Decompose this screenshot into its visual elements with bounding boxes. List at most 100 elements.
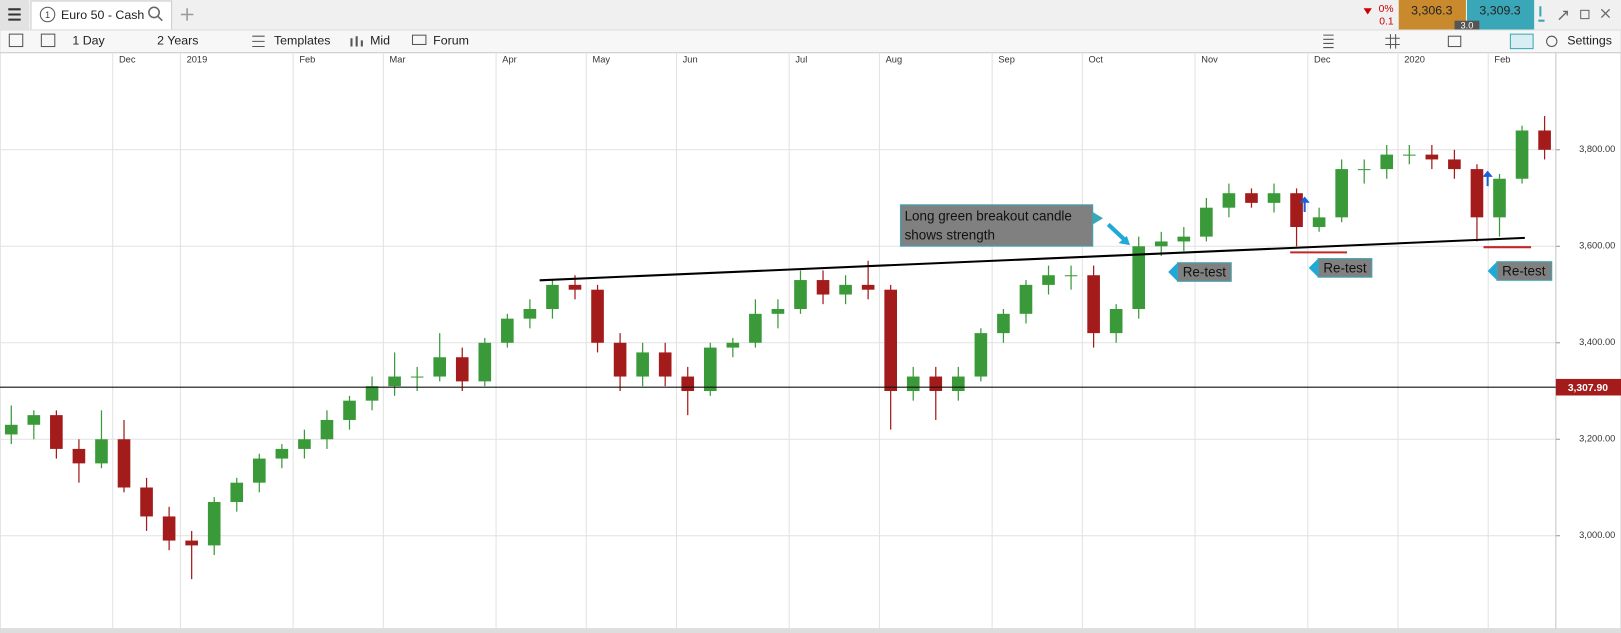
last-price-label: 3,307.90 [1568,383,1608,394]
candle-body [1154,241,1168,247]
candle-body [1357,169,1371,171]
x-tick-label: Nov [1201,54,1218,64]
x-tick-label: Feb [299,54,315,64]
candle-body [703,347,717,392]
candle-body [478,342,492,382]
candle-body [501,318,514,343]
candle-body [4,424,18,435]
interval-button[interactable]: 1 Day [72,34,105,48]
menu-icon [8,8,21,21]
candle-body [523,308,537,319]
x-tick-label: Oct [1089,54,1104,64]
x-tick-label: Dec [1314,54,1331,64]
add-tab[interactable] [180,8,194,21]
candle-body [1087,275,1100,334]
y-tick-label: 3,600.00 [1579,241,1615,251]
layout-icon[interactable] [40,33,56,48]
candle-body [1267,193,1281,203]
y-tick-label: 3,000.00 [1579,530,1615,540]
settings-icon[interactable] [1546,35,1558,48]
x-tick-label: Aug [886,54,903,64]
top-bar [0,0,1621,30]
retest-box [1176,262,1232,282]
candle-body [1402,154,1416,156]
candle-body [568,284,582,290]
last-price-box [1555,378,1621,396]
candle-body [1312,217,1326,227]
candle-body [952,376,965,392]
retest-pointer [1168,262,1178,282]
sell-price[interactable]: 3,306.3 [1411,4,1452,18]
candle-body [275,448,289,459]
up-arrow [1482,170,1493,187]
candle-body [997,313,1010,334]
templates-button[interactable]: Templates [274,34,330,48]
scrollbar[interactable] [0,628,1621,633]
list-icon[interactable] [8,33,24,48]
tool-icon[interactable] [1447,35,1462,48]
candle-body [1042,275,1055,285]
x-tick-label: Mar [390,54,406,64]
change-points: 0.1 [1379,16,1394,27]
chart-tool-icons[interactable] [1323,34,1400,49]
forum-button[interactable]: Forum [433,34,469,48]
candle-body [1470,169,1484,218]
y-tick-label: 3,800.00 [1579,144,1615,154]
change-percent: 0% [1379,4,1394,15]
x-tick-label: Sep [998,54,1015,64]
y-tick-label: 3,400.00 [1579,337,1615,347]
x-tick-label: 2019 [187,54,208,64]
range-button[interactable]: 2 Years [157,34,198,48]
x-tick-label: Jul [795,54,807,64]
candle-body [1448,159,1461,170]
x-tick-label: Apr [502,54,516,64]
candle-body [839,284,852,295]
candle-body [974,333,988,377]
window-icons[interactable] [1538,6,1545,22]
candle-body [95,439,108,464]
x-tick-label: 2020 [1404,54,1425,64]
instrument-name[interactable]: Euro 50 - Cash [61,8,144,22]
candle-body [1425,154,1439,160]
candle-body [1335,169,1348,218]
price-type-button[interactable]: Mid [370,34,390,48]
candle-body [162,516,176,541]
x-tick-label: Dec [119,54,136,64]
plot-area [0,52,1557,630]
candles: 3,307.90 [0,116,1621,580]
candle-body [1064,275,1078,277]
candle-body [1290,193,1303,227]
tab-number-circle [39,6,56,23]
retest-label: Re-test [1502,264,1546,279]
candle-body [252,458,266,483]
candle-body [726,342,740,348]
close-icon[interactable] [1600,8,1611,19]
candle-body [613,342,627,377]
candle-body [906,376,920,392]
active-tool[interactable] [1509,33,1534,50]
retest-box [1317,258,1373,278]
candle-body [298,439,311,449]
search-icon[interactable] [148,6,160,19]
retest-label: Re-test [1183,265,1227,280]
maximize-icon[interactable] [1580,9,1590,20]
y-tick-label: 3,200.00 [1579,434,1615,444]
candle-body [861,284,875,290]
settings-button[interactable]: Settings [1567,34,1612,48]
trendline [539,236,1525,282]
spread-box [1454,20,1480,30]
price-axis [1555,52,1621,630]
candle-body [27,415,41,425]
candle-body [1380,154,1394,170]
candle-body [410,376,424,378]
candle-body [365,386,379,401]
candle-body [207,501,221,546]
buy-price[interactable]: 3,309.3 [1479,4,1520,18]
candle-body [546,284,559,309]
candle-body [884,289,897,392]
candle-body [1515,130,1529,179]
tab-number: 1 [45,10,50,20]
candle-body [117,439,131,488]
candle-body [1177,236,1191,242]
popout-icon[interactable] [1558,10,1568,21]
